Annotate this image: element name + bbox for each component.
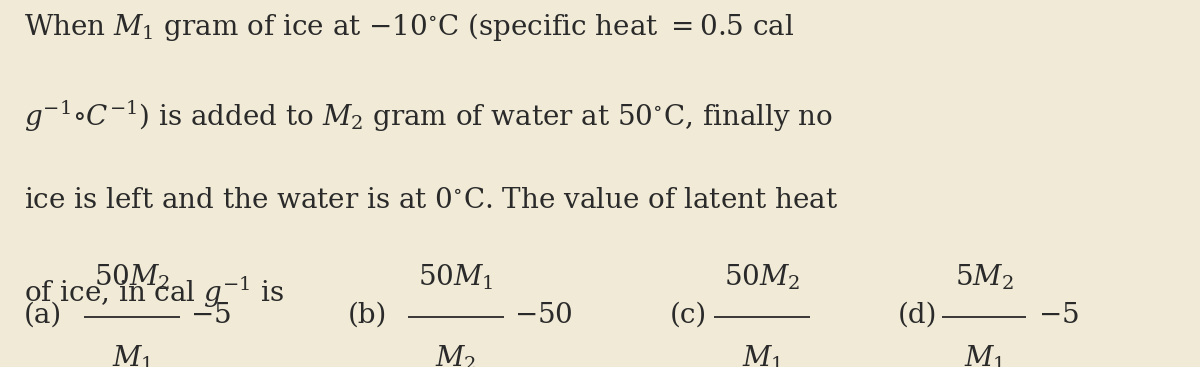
Text: $g^{-1}{\circ}C^{-1}$) is added to $M_2$ gram of water at $50^{\circ}$C, finally: $g^{-1}{\circ}C^{-1}$) is added to $M_2$… bbox=[24, 99, 833, 134]
Text: $M_1$: $M_1$ bbox=[964, 343, 1004, 367]
Text: $-5$: $-5$ bbox=[190, 302, 230, 329]
Text: of ice, in cal $g^{-1}$ is: of ice, in cal $g^{-1}$ is bbox=[24, 275, 284, 310]
Text: ice is left and the water is at $0^{\circ}$C. The value of latent heat: ice is left and the water is at $0^{\cir… bbox=[24, 187, 838, 214]
Text: (b): (b) bbox=[348, 302, 388, 329]
Text: $50M_2$: $50M_2$ bbox=[94, 262, 170, 292]
Text: $-5$: $-5$ bbox=[1038, 302, 1079, 329]
Text: $5M_2$: $5M_2$ bbox=[955, 262, 1013, 292]
Text: $M_1$: $M_1$ bbox=[112, 343, 152, 367]
Text: (a): (a) bbox=[24, 302, 62, 329]
Text: $50M_1$: $50M_1$ bbox=[419, 262, 493, 292]
Text: (d): (d) bbox=[898, 302, 937, 329]
Text: $M_2$: $M_2$ bbox=[436, 343, 476, 367]
Text: When $M_1$ gram of ice at $-10^{\circ}$C (specific heat $= 0.5$ cal: When $M_1$ gram of ice at $-10^{\circ}$C… bbox=[24, 11, 794, 43]
Text: $-50$: $-50$ bbox=[514, 302, 572, 329]
Text: $M_1$: $M_1$ bbox=[742, 343, 782, 367]
Text: $50M_2$: $50M_2$ bbox=[724, 262, 800, 292]
Text: (c): (c) bbox=[670, 302, 707, 329]
